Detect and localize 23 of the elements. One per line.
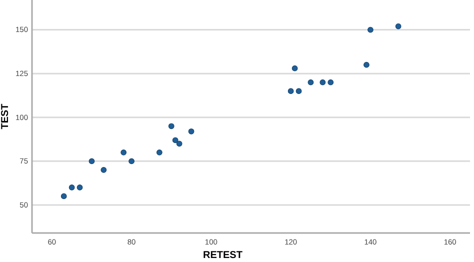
point [395,23,402,30]
point [368,26,374,33]
point [364,62,370,68]
point [328,79,334,86]
point [68,184,75,190]
point [128,158,134,164]
point [188,128,194,134]
point [120,149,127,156]
point [76,184,83,190]
point [308,79,314,86]
point [292,65,298,72]
point [296,88,302,94]
point [172,137,178,144]
point [288,88,294,94]
point [156,149,162,156]
y-axis-title: TEST [0,104,11,130]
point [320,79,326,86]
point [168,123,174,130]
point [176,140,182,147]
point [100,166,107,173]
x-axis-title: RETEST [203,250,242,261]
point [60,193,67,200]
point [88,158,95,164]
